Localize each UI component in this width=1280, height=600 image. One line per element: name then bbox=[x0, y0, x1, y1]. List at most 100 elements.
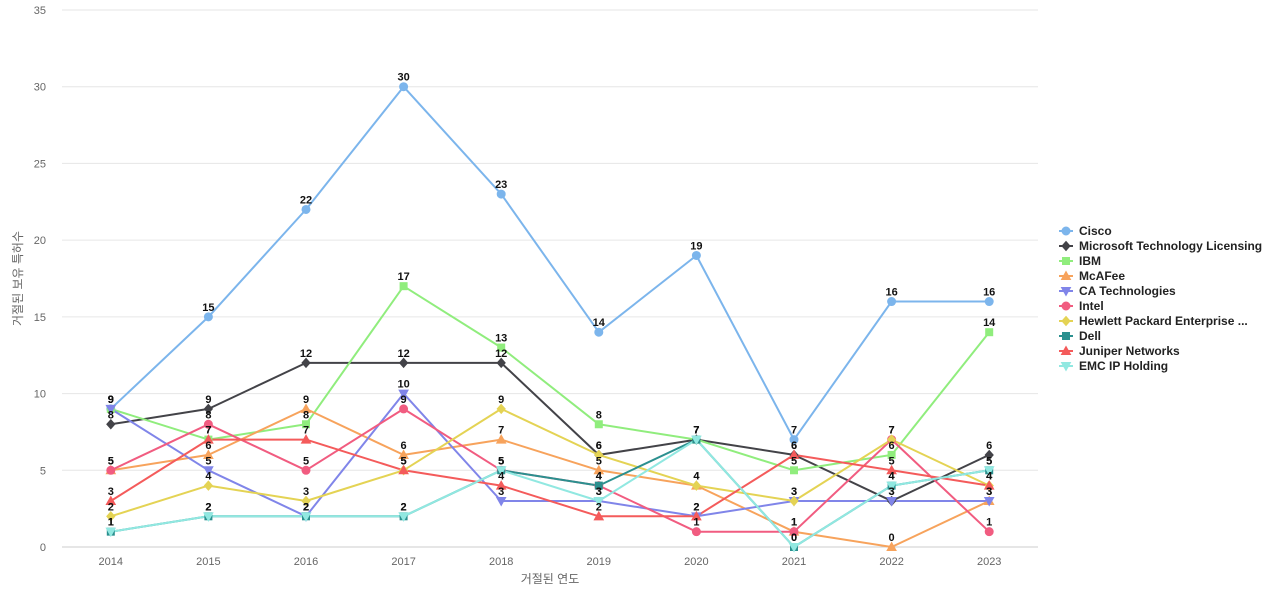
data-label: 8 bbox=[303, 409, 309, 421]
data-point bbox=[106, 511, 116, 522]
legend-label: Cisco bbox=[1079, 224, 1112, 238]
x-tick-label: 2020 bbox=[684, 556, 708, 568]
data-label: 3 bbox=[498, 486, 504, 498]
data-point bbox=[984, 297, 994, 307]
data-label: 2 bbox=[596, 501, 602, 513]
data-label: 6 bbox=[791, 440, 797, 452]
data-label: 4 bbox=[693, 471, 700, 483]
data-point bbox=[691, 480, 702, 491]
data-label: 22 bbox=[300, 194, 312, 206]
legend-symbol bbox=[1061, 315, 1071, 327]
data-label: 3 bbox=[596, 486, 602, 498]
data-label: 4 bbox=[596, 471, 603, 483]
data-label: 5 bbox=[108, 455, 114, 467]
data-point bbox=[789, 435, 799, 445]
data-label: 2 bbox=[693, 501, 699, 513]
data-label: 4 bbox=[498, 471, 505, 483]
data-point bbox=[497, 343, 506, 352]
data-label: 14 bbox=[983, 317, 996, 329]
data-point bbox=[495, 466, 507, 476]
data-label: 5 bbox=[401, 455, 407, 467]
data-point bbox=[594, 327, 604, 337]
x-tick-label: 2015 bbox=[196, 556, 220, 568]
data-point bbox=[203, 403, 214, 415]
legend-item[interactable]: Cisco bbox=[1059, 224, 1112, 238]
series-lines bbox=[110, 85, 990, 548]
data-point bbox=[398, 389, 409, 400]
data-point bbox=[301, 204, 311, 214]
data-label: 3 bbox=[791, 486, 797, 498]
data-label: 2 bbox=[401, 501, 407, 513]
data-point bbox=[203, 466, 214, 476]
data-point bbox=[105, 495, 117, 505]
legend-item[interactable]: IBM bbox=[1059, 254, 1101, 268]
data-point bbox=[594, 449, 604, 461]
data-point bbox=[301, 357, 311, 369]
data-label: 2 bbox=[205, 501, 211, 513]
legend-label: EMC IP Holding bbox=[1079, 359, 1168, 373]
series-line bbox=[110, 407, 990, 548]
legend-item[interactable]: McAFee bbox=[1059, 269, 1125, 283]
data-point bbox=[886, 464, 897, 475]
data-label: 1 bbox=[986, 517, 992, 529]
data-point bbox=[983, 480, 995, 490]
data-point bbox=[495, 496, 507, 507]
data-point bbox=[203, 312, 213, 322]
data-label: 9 bbox=[498, 394, 504, 406]
data-point bbox=[691, 250, 701, 260]
y-tick-label: 35 bbox=[34, 5, 46, 17]
data-point bbox=[789, 527, 799, 537]
data-label: 13 bbox=[495, 333, 507, 345]
data-label: 5 bbox=[986, 455, 992, 467]
data-label: 9 bbox=[205, 394, 211, 406]
legend-item[interactable]: CA Technologies bbox=[1059, 284, 1176, 298]
data-point bbox=[203, 449, 214, 459]
legend-item[interactable]: Intel bbox=[1059, 299, 1104, 313]
series-line bbox=[110, 438, 990, 518]
legend-item[interactable]: Microsoft Technology Licensing bbox=[1059, 239, 1262, 253]
data-label: 5 bbox=[498, 455, 504, 467]
data-label: 9 bbox=[401, 394, 407, 406]
legend-label: Hewlett Packard Enterprise ... bbox=[1079, 314, 1248, 328]
data-label: 4 bbox=[693, 471, 700, 483]
data-point bbox=[984, 527, 994, 537]
legend-item[interactable]: EMC IP Holding bbox=[1059, 359, 1168, 373]
data-point bbox=[495, 480, 507, 490]
data-point bbox=[203, 512, 214, 522]
data-point bbox=[985, 328, 994, 337]
y-axis-ticks: 0 5 10 15 20 25 30 35 bbox=[34, 5, 46, 554]
data-point bbox=[203, 419, 213, 429]
data-label: 9 bbox=[108, 394, 114, 406]
data-label: 10 bbox=[397, 379, 409, 391]
data-label: 6 bbox=[401, 440, 407, 452]
data-label: 2 bbox=[303, 501, 309, 513]
data-point bbox=[399, 82, 409, 92]
data-label: 1 bbox=[791, 517, 797, 529]
data-label: 7 bbox=[889, 425, 895, 437]
data-label: 3 bbox=[986, 486, 992, 498]
data-point bbox=[886, 434, 897, 445]
data-label: 16 bbox=[983, 287, 995, 299]
data-label: 7 bbox=[303, 425, 309, 437]
data-point bbox=[886, 481, 897, 492]
data-label: 12 bbox=[495, 348, 507, 360]
data-label: 3 bbox=[791, 486, 797, 498]
legend-label: Juniper Networks bbox=[1079, 344, 1180, 358]
data-label: 5 bbox=[596, 455, 602, 467]
data-label: 7 bbox=[693, 425, 699, 437]
legend-label: Dell bbox=[1079, 329, 1101, 343]
data-point bbox=[887, 297, 897, 307]
data-point bbox=[105, 404, 117, 415]
legend-item[interactable]: Dell bbox=[1059, 329, 1101, 343]
data-point bbox=[594, 481, 603, 490]
gridlines bbox=[62, 9, 1038, 548]
legend-item[interactable]: Hewlett Packard Enterprise ... bbox=[1059, 314, 1248, 328]
data-label: 5 bbox=[889, 455, 895, 467]
legend-item[interactable]: Juniper Networks bbox=[1059, 344, 1180, 358]
series-line bbox=[110, 285, 990, 472]
data-point bbox=[496, 357, 506, 369]
legend-symbol bbox=[1060, 270, 1072, 280]
data-label: 7 bbox=[693, 425, 699, 437]
data-label: 6 bbox=[596, 440, 602, 452]
data-point bbox=[300, 403, 312, 413]
